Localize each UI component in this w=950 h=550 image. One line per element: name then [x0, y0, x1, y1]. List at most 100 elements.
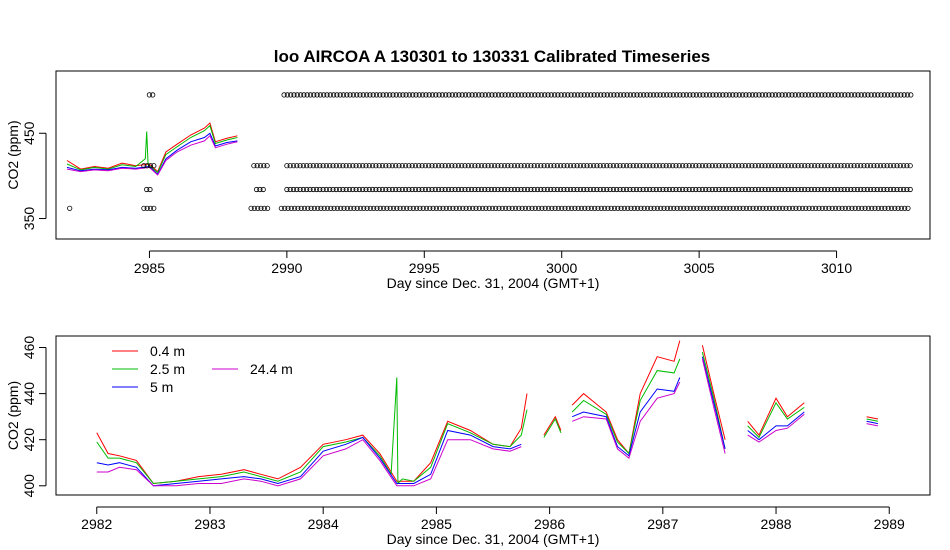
- data-point: [587, 186, 593, 193]
- data-point: [813, 205, 819, 211]
- data-point: [313, 163, 320, 169]
- data-point: [554, 163, 560, 169]
- data-point: [472, 163, 478, 169]
- data-point: [535, 92, 541, 98]
- data-point: [656, 163, 663, 169]
- data-point: [805, 186, 811, 193]
- data-point: [706, 186, 712, 193]
- data-point: [874, 186, 880, 193]
- data-point: [722, 186, 729, 193]
- data-point: [904, 163, 910, 169]
- data-point: [452, 163, 458, 169]
- x-tick-label: 2990: [271, 260, 302, 276]
- x-tick-label: 2985: [421, 516, 452, 532]
- data-point: [321, 92, 327, 98]
- data-point: [479, 205, 486, 211]
- data-point: [333, 163, 339, 169]
- data-point: [582, 205, 588, 211]
- data-point: [792, 186, 798, 193]
- data-point: [534, 163, 541, 169]
- x-axis-title: Day since Dec. 31, 2004 (GMT+1): [387, 275, 600, 291]
- data-point: [416, 92, 422, 98]
- data-point: [897, 186, 903, 193]
- data-point: [611, 92, 617, 98]
- data-point: [620, 163, 626, 169]
- data-point: [429, 186, 435, 193]
- data-point: [737, 205, 743, 211]
- data-point: [141, 163, 147, 169]
- data-point: [884, 186, 890, 193]
- data-point: [439, 92, 445, 98]
- data-point: [694, 205, 700, 211]
- data-point: [699, 163, 706, 169]
- data-point: [601, 205, 608, 211]
- data-point: [557, 186, 564, 193]
- data-point: [67, 205, 73, 211]
- data-point: [511, 186, 518, 193]
- series-line-24-4-m: [66, 134, 238, 176]
- data-point: [686, 186, 692, 193]
- data-point: [288, 205, 294, 211]
- data-point: [838, 92, 845, 98]
- data-point: [482, 92, 488, 98]
- data-point: [396, 163, 402, 169]
- data-point: [551, 163, 557, 169]
- data-point: [442, 163, 448, 169]
- series-line-5-m: [96, 356, 878, 487]
- data-point: [534, 186, 541, 193]
- x-tick-label: 2982: [81, 516, 112, 532]
- data-point: [760, 205, 766, 211]
- data-point: [535, 205, 542, 211]
- data-point: [305, 205, 311, 211]
- data-point: [531, 186, 537, 193]
- data-point: [412, 186, 419, 193]
- data-point: [855, 92, 861, 98]
- data-point: [439, 163, 445, 169]
- data-point: [328, 205, 334, 211]
- data-point: [709, 186, 715, 193]
- data-point: [894, 92, 901, 98]
- data-point: [455, 163, 461, 169]
- data-point: [835, 186, 841, 193]
- data-point: [370, 92, 376, 98]
- data-point: [670, 186, 676, 193]
- y-axis-title: CO2 (ppm): [5, 120, 21, 189]
- data-point: [350, 92, 356, 98]
- data-point: [736, 163, 742, 169]
- data-point: [615, 205, 621, 211]
- data-point: [389, 163, 395, 169]
- data-point: [333, 186, 339, 193]
- data-point: [144, 186, 150, 193]
- data-point: [468, 186, 475, 193]
- data-point: [836, 205, 842, 211]
- data-point: [361, 205, 367, 211]
- data-point: [679, 163, 686, 169]
- data-point: [440, 205, 446, 211]
- data-point: [486, 205, 492, 211]
- data-point: [304, 186, 310, 193]
- data-point: [291, 92, 297, 98]
- data-point: [427, 205, 433, 211]
- data-point: [706, 163, 712, 169]
- data-point: [617, 163, 623, 169]
- data-point: [627, 186, 633, 193]
- data-point: [660, 186, 666, 193]
- data-point: [147, 186, 153, 193]
- data-point: [407, 205, 413, 211]
- data-point: [663, 186, 669, 193]
- data-point: [549, 205, 555, 211]
- data-point: [782, 163, 788, 169]
- data-point: [581, 92, 587, 98]
- data-point: [779, 92, 785, 98]
- data-point: [795, 163, 801, 169]
- data-point: [423, 92, 429, 98]
- data-point: [653, 163, 659, 169]
- data-point: [607, 163, 613, 169]
- data-point: [709, 163, 715, 169]
- data-point: [881, 163, 887, 169]
- data-point: [367, 92, 373, 98]
- data-point: [307, 163, 313, 169]
- data-point: [687, 205, 693, 211]
- data-point: [595, 205, 601, 211]
- data-point: [330, 163, 336, 169]
